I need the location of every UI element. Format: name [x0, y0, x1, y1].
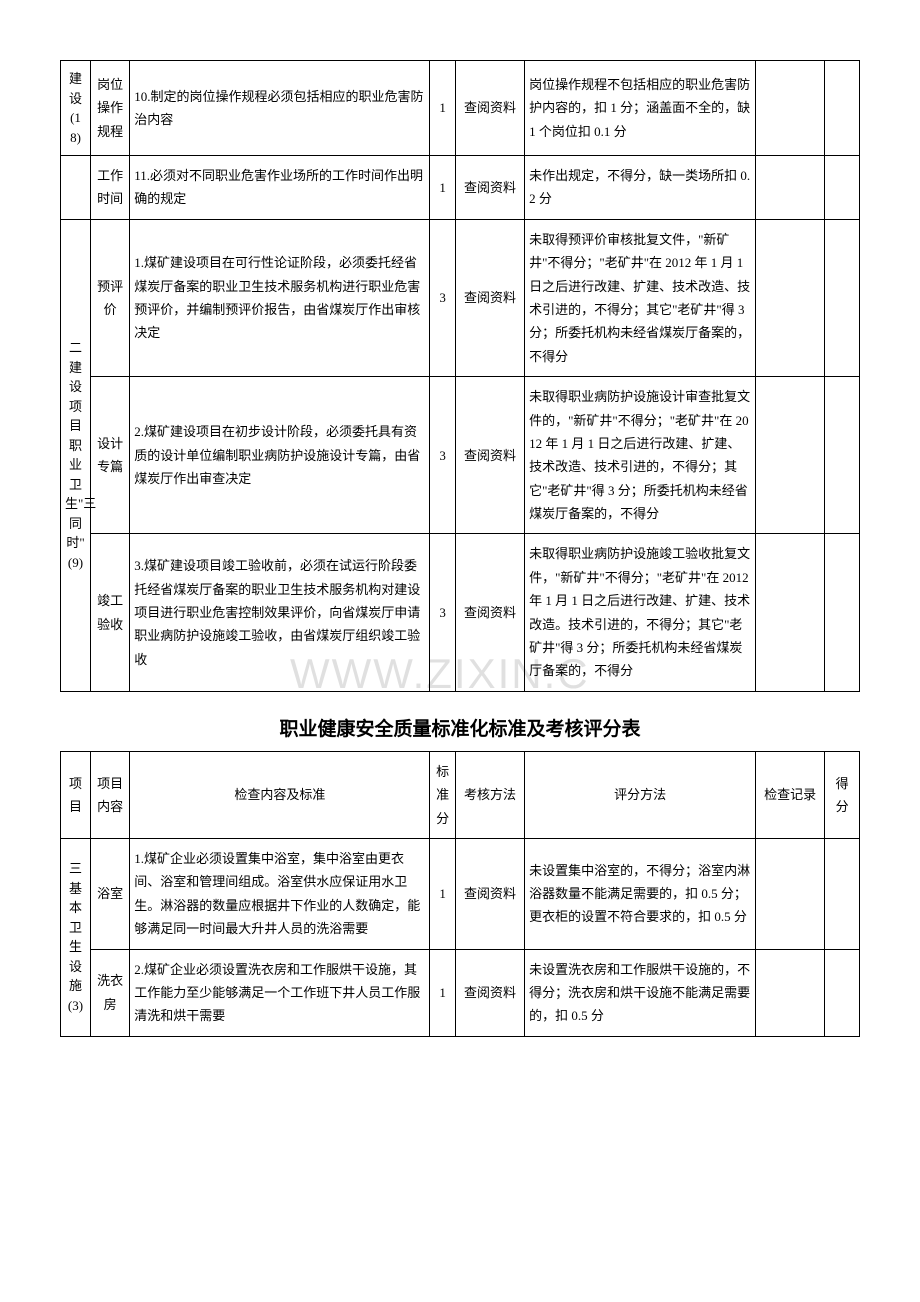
content-cell: 10.制定的岗位操作规程必须包括相应的职业危害防治内容 [130, 61, 430, 156]
score-cell: 3 [430, 219, 455, 376]
method-cell: 查阅资料 [455, 838, 524, 949]
method-cell: 查阅资料 [455, 156, 524, 220]
record-cell [756, 377, 825, 534]
project-cell: 三基本卫生设施(3) [61, 838, 91, 1036]
finalscore-cell [825, 534, 860, 691]
finalscore-cell [825, 219, 860, 376]
record-cell [756, 61, 825, 156]
content-cell: 3.煤矿建设项目竣工验收前，必须在试运行阶段委托经省煤炭厅备案的职业卫生技术服务… [130, 534, 430, 691]
score-cell: 1 [430, 61, 455, 156]
header-sub: 项目内容 [91, 751, 130, 838]
method-cell: 查阅资料 [455, 219, 524, 376]
table-row: 洗衣房 2.煤矿企业必须设置洗衣房和工作服烘干设施，其工作能力至少能够满足一个工… [61, 949, 860, 1036]
eval-cell: 未设置洗衣房和工作服烘干设施的，不得分；洗衣房和烘干设施不能满足需要的，扣 0.… [525, 949, 756, 1036]
record-cell [756, 534, 825, 691]
finalscore-cell [825, 156, 860, 220]
content-cell: 1.煤矿企业必须设置集中浴室，集中浴室由更衣间、浴室和管理间组成。浴室供水应保证… [130, 838, 430, 949]
record-cell [756, 219, 825, 376]
header-score: 标准分 [430, 751, 455, 838]
finalscore-cell [825, 838, 860, 949]
subitem-cell: 设计专篇 [91, 377, 130, 534]
subitem-cell: 洗衣房 [91, 949, 130, 1036]
table-row: 三基本卫生设施(3) 浴室 1.煤矿企业必须设置集中浴室，集中浴室由更衣间、浴室… [61, 838, 860, 949]
subitem-cell: 浴室 [91, 838, 130, 949]
method-cell: 查阅资料 [455, 61, 524, 156]
score-cell: 1 [430, 949, 455, 1036]
header-rec: 检查记录 [756, 751, 825, 838]
method-cell: 查阅资料 [455, 949, 524, 1036]
eval-cell: 未取得职业病防护设施竣工验收批复文件，"新矿井"不得分；"老矿井"在 2012 … [525, 534, 756, 691]
evaluation-table-2: 项目 项目内容 检查内容及标准 标准分 考核方法 评分方法 检查记录 得分 三基… [60, 751, 860, 1037]
record-cell [756, 949, 825, 1036]
eval-cell: 未作出规定，不得分，缺一类场所扣 0.2 分 [525, 156, 756, 220]
subitem-cell: 预评价 [91, 219, 130, 376]
score-cell: 1 [430, 838, 455, 949]
finalscore-cell [825, 61, 860, 156]
method-cell: 查阅资料 [455, 377, 524, 534]
score-cell: 1 [430, 156, 455, 220]
header-final: 得分 [825, 751, 860, 838]
header-content: 检查内容及标准 [130, 751, 430, 838]
finalscore-cell [825, 377, 860, 534]
record-cell [756, 156, 825, 220]
table-header-row: 项目 项目内容 检查内容及标准 标准分 考核方法 评分方法 检查记录 得分 [61, 751, 860, 838]
evaluation-table-1: 建设(18) 岗位操作规程 10.制定的岗位操作规程必须包括相应的职业危害防治内… [60, 60, 860, 692]
content-cell: 1.煤矿建设项目在可行性论证阶段，必须委托经省煤炭厅备案的职业卫生技术服务机构进… [130, 219, 430, 376]
eval-cell: 未设置集中浴室的，不得分；浴室内淋浴器数量不能满足需要的，扣 0.5 分；更衣柜… [525, 838, 756, 949]
project-cell: 二建设项目职业卫生"三同时"(9) [61, 219, 91, 691]
record-cell [756, 838, 825, 949]
header-method: 考核方法 [455, 751, 524, 838]
table-row: 工作时间 11.必须对不同职业危害作业场所的工作时间作出明确的规定 1 查阅资料… [61, 156, 860, 220]
subitem-cell: 工作时间 [91, 156, 130, 220]
method-cell: 查阅资料 [455, 534, 524, 691]
eval-cell: 未取得预评价审核批复文件，"新矿井"不得分；"老矿井"在 2012 年 1 月 … [525, 219, 756, 376]
score-cell: 3 [430, 377, 455, 534]
subitem-cell: 竣工验收 [91, 534, 130, 691]
page-wrap: WWW.ZIXIN.C 建设(18) 岗位操作规程 10.制定的岗位操作规程必须… [60, 60, 860, 1037]
subitem-cell: 岗位操作规程 [91, 61, 130, 156]
finalscore-cell [825, 949, 860, 1036]
table-row: 设计专篇 2.煤矿建设项目在初步设计阶段，必须委托具有资质的设计单位编制职业病防… [61, 377, 860, 534]
content-cell: 11.必须对不同职业危害作业场所的工作时间作出明确的规定 [130, 156, 430, 220]
table-row: 建设(18) 岗位操作规程 10.制定的岗位操作规程必须包括相应的职业危害防治内… [61, 61, 860, 156]
score-cell: 3 [430, 534, 455, 691]
header-eval: 评分方法 [525, 751, 756, 838]
table-row: 竣工验收 3.煤矿建设项目竣工验收前，必须在试运行阶段委托经省煤炭厅备案的职业卫… [61, 534, 860, 691]
eval-cell: 未取得职业病防护设施设计审查批复文件的，"新矿井"不得分；"老矿井"在 2012… [525, 377, 756, 534]
project-cell-empty [61, 156, 91, 220]
eval-cell: 岗位操作规程不包括相应的职业危害防护内容的，扣 1 分；涵盖面不全的，缺 1 个… [525, 61, 756, 156]
header-proj: 项目 [61, 751, 91, 838]
table2-title: 职业健康安全质量标准化标准及考核评分表 [60, 714, 860, 741]
content-cell: 2.煤矿企业必须设置洗衣房和工作服烘干设施，其工作能力至少能够满足一个工作班下井… [130, 949, 430, 1036]
project-cell: 建设(18) [61, 61, 91, 156]
content-cell: 2.煤矿建设项目在初步设计阶段，必须委托具有资质的设计单位编制职业病防护设施设计… [130, 377, 430, 534]
table-row: 二建设项目职业卫生"三同时"(9) 预评价 1.煤矿建设项目在可行性论证阶段，必… [61, 219, 860, 376]
